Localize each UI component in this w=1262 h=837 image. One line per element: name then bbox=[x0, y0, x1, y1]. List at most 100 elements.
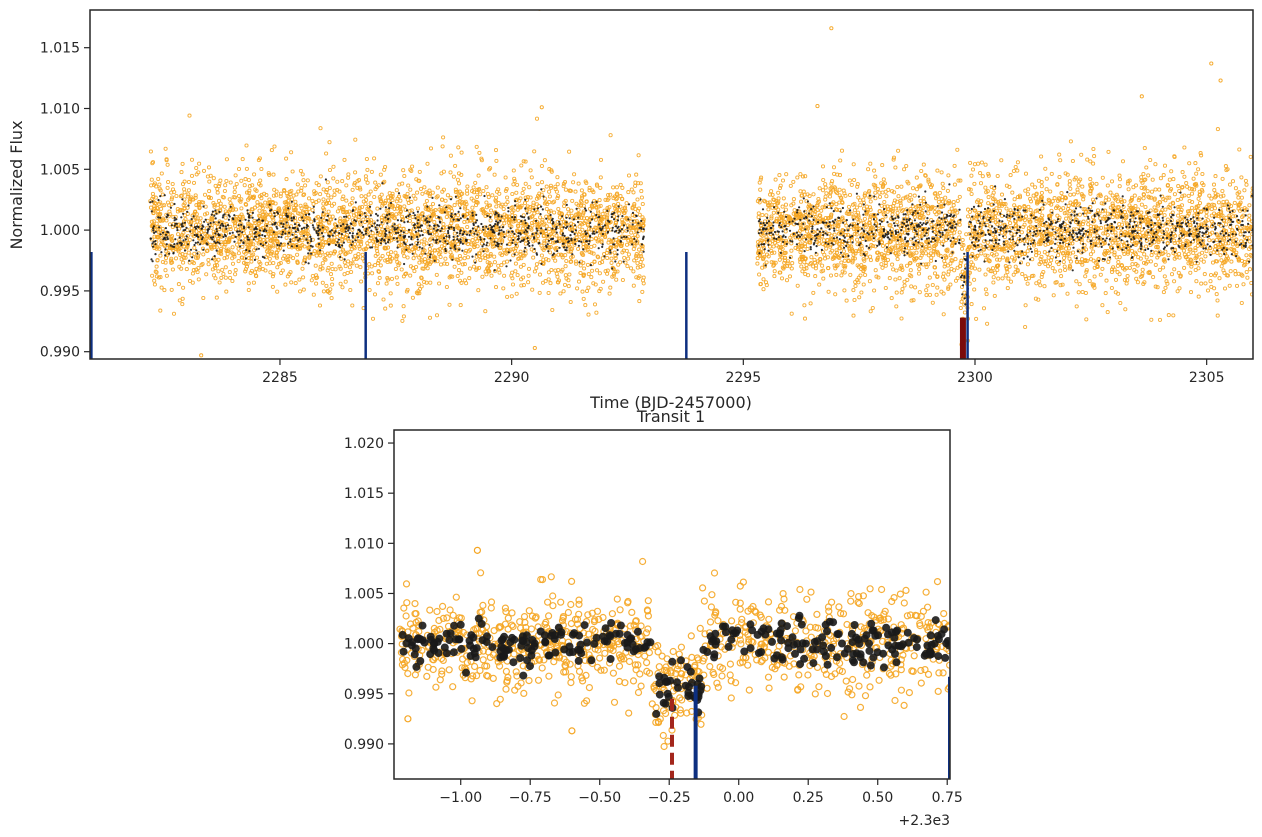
raw-flux-point bbox=[1030, 257, 1035, 262]
raw-flux-point bbox=[277, 208, 282, 213]
raw-flux-point bbox=[1189, 205, 1194, 210]
raw-flux-point bbox=[1245, 275, 1250, 280]
raw-flux-point bbox=[240, 157, 245, 162]
raw-flux-point bbox=[591, 190, 596, 195]
raw-flux-point bbox=[1088, 191, 1093, 196]
raw-flux-point bbox=[779, 216, 784, 221]
raw-flux-point bbox=[1025, 262, 1030, 267]
raw-flux-point bbox=[436, 248, 441, 253]
raw-flux-point bbox=[152, 282, 157, 287]
raw-flux-point bbox=[473, 180, 478, 185]
raw-flux-point bbox=[305, 228, 310, 234]
raw-flux-point bbox=[833, 238, 839, 243]
raw-flux-point bbox=[924, 293, 929, 298]
raw-flux-point bbox=[769, 250, 774, 256]
raw-flux-point bbox=[155, 245, 160, 250]
raw-flux-point bbox=[334, 231, 339, 237]
raw-flux-point bbox=[1185, 257, 1190, 262]
raw-flux-point bbox=[568, 299, 573, 305]
raw-flux-point bbox=[756, 215, 761, 220]
raw-flux-point bbox=[327, 167, 333, 173]
raw-flux-point bbox=[343, 210, 348, 215]
raw-flux-point bbox=[228, 201, 233, 206]
raw-flux-point bbox=[569, 255, 574, 260]
raw-flux-point bbox=[530, 223, 535, 228]
raw-flux-point bbox=[1197, 200, 1203, 206]
raw-flux-point bbox=[640, 289, 645, 294]
raw-flux-point bbox=[1074, 227, 1079, 232]
raw-flux-point bbox=[510, 210, 515, 215]
raw-flux-point bbox=[162, 203, 167, 208]
raw-flux-point bbox=[400, 250, 406, 255]
raw-flux-point bbox=[432, 220, 437, 225]
raw-flux-point bbox=[633, 183, 638, 188]
raw-flux-point bbox=[820, 188, 826, 193]
raw-flux-point bbox=[201, 252, 206, 257]
raw-flux-point bbox=[826, 266, 831, 271]
raw-flux-point bbox=[521, 283, 526, 288]
raw-flux-point bbox=[584, 199, 589, 204]
raw-flux-point bbox=[985, 223, 990, 228]
raw-flux-point bbox=[573, 189, 578, 194]
raw-flux-point bbox=[383, 164, 388, 170]
raw-flux-point bbox=[181, 255, 186, 260]
raw-flux-point bbox=[599, 240, 604, 245]
raw-flux-point bbox=[870, 305, 875, 311]
raw-flux-point bbox=[1124, 281, 1129, 286]
raw-flux-point bbox=[598, 185, 603, 190]
raw-flux-point bbox=[820, 263, 825, 268]
raw-flux-point bbox=[566, 278, 571, 283]
raw-flux-point bbox=[1161, 173, 1166, 178]
raw-flux-point bbox=[343, 264, 348, 269]
raw-flux-point bbox=[1212, 202, 1217, 208]
raw-flux-point bbox=[290, 169, 295, 174]
raw-flux-point bbox=[1191, 250, 1196, 256]
raw-flux-point bbox=[554, 271, 559, 276]
raw-flux-point bbox=[1153, 284, 1158, 289]
raw-flux-point bbox=[186, 188, 191, 193]
raw-flux-point bbox=[494, 204, 499, 209]
raw-flux-point bbox=[1091, 161, 1096, 166]
raw-flux-point bbox=[1133, 221, 1139, 226]
raw-flux-point bbox=[856, 195, 861, 200]
raw-flux-point bbox=[227, 238, 232, 243]
raw-flux-point bbox=[321, 197, 326, 202]
raw-flux-point bbox=[510, 276, 515, 281]
raw-flux-point bbox=[1051, 293, 1056, 298]
raw-flux-point bbox=[1243, 178, 1248, 183]
raw-flux-point bbox=[868, 199, 873, 204]
raw-flux-point bbox=[909, 298, 914, 303]
raw-flux-point bbox=[434, 313, 440, 318]
raw-flux-point bbox=[918, 198, 923, 203]
raw-flux-point bbox=[1163, 285, 1168, 290]
raw-flux-point bbox=[893, 206, 898, 211]
raw-flux-point bbox=[420, 251, 425, 256]
raw-flux-point bbox=[474, 194, 480, 200]
raw-flux-point bbox=[613, 204, 618, 209]
raw-flux-point bbox=[200, 261, 205, 267]
raw-flux-point bbox=[219, 242, 224, 247]
raw-flux-point bbox=[234, 218, 239, 223]
raw-flux-point bbox=[633, 180, 638, 185]
raw-flux-point bbox=[639, 189, 644, 194]
raw-flux-point bbox=[1171, 313, 1176, 318]
raw-flux-point bbox=[1194, 171, 1199, 176]
raw-flux-point bbox=[949, 206, 954, 211]
raw-flux-point bbox=[823, 185, 828, 190]
raw-flux-point bbox=[477, 265, 482, 270]
raw-flux-point bbox=[594, 310, 599, 315]
raw-flux-point bbox=[799, 264, 804, 269]
raw-flux-point bbox=[179, 170, 184, 175]
raw-flux-point bbox=[589, 227, 594, 232]
raw-flux-point bbox=[817, 282, 822, 287]
raw-flux-point bbox=[1201, 259, 1206, 264]
raw-flux-point bbox=[370, 271, 375, 276]
raw-flux-point bbox=[1161, 290, 1166, 295]
raw-flux-point bbox=[636, 153, 641, 158]
raw-flux-point bbox=[1208, 279, 1213, 284]
raw-flux-point bbox=[872, 168, 877, 173]
raw-flux-point bbox=[969, 173, 974, 178]
raw-flux-point bbox=[422, 185, 427, 190]
raw-flux-point bbox=[345, 217, 350, 222]
raw-flux-point bbox=[852, 256, 857, 261]
